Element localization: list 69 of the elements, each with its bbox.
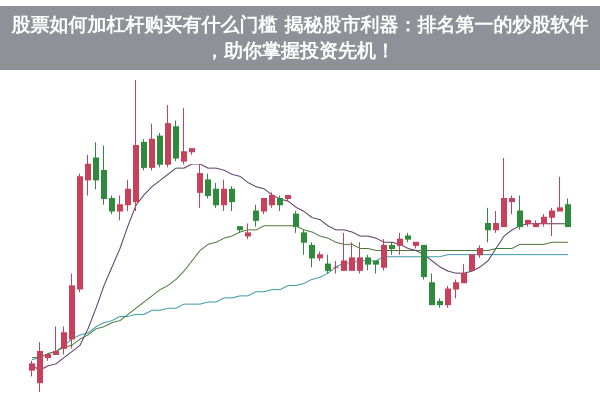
candlestick	[493, 210, 499, 234]
candlestick	[285, 194, 291, 202]
candlestick	[317, 251, 323, 262]
candlestick	[525, 220, 531, 228]
candlestick	[469, 254, 475, 271]
chart-title: 股票如何加杠杆购买有什么门槛 揭秘股市利器：排名第一的炒股软件，助你掌握投资先机！	[10, 14, 588, 62]
candlestick	[93, 142, 99, 190]
candlestick	[213, 182, 219, 208]
candlestick	[413, 242, 419, 249]
candlestick	[565, 198, 571, 228]
candlestick	[29, 360, 35, 377]
candlestick	[373, 260, 379, 274]
candlestick	[221, 179, 227, 212]
candlestick	[149, 123, 155, 171]
candlestick	[333, 260, 339, 274]
candlestick	[541, 214, 547, 228]
candlestick	[181, 108, 187, 165]
candlestick	[173, 120, 179, 162]
candlestick	[245, 223, 251, 240]
candlestick	[341, 232, 347, 271]
candlestick	[429, 272, 435, 306]
candlestick	[309, 242, 315, 268]
candlestick	[453, 279, 459, 299]
candlestick	[45, 354, 51, 362]
candlestick	[205, 173, 211, 200]
candlestick	[501, 158, 507, 228]
candlestick	[445, 285, 451, 308]
candlestick	[237, 226, 243, 234]
candlestick	[37, 342, 43, 392]
candlestick	[229, 186, 235, 212]
candlestick	[189, 148, 195, 156]
candlestick	[261, 198, 267, 215]
candlestick	[157, 132, 163, 168]
candlestick	[549, 207, 555, 236]
candlestick	[85, 154, 91, 196]
candlestick	[517, 194, 523, 230]
candlestick	[165, 104, 171, 168]
candlestick	[117, 194, 123, 221]
candlestick	[557, 176, 563, 212]
candlestick	[277, 194, 283, 212]
candlestick	[101, 145, 107, 206]
candlestick	[381, 238, 387, 271]
candlestick	[533, 220, 539, 228]
candlestick	[389, 242, 395, 256]
candlestick	[293, 210, 299, 234]
candlestick	[349, 242, 355, 271]
candlestick	[437, 298, 443, 308]
candlestick	[485, 207, 491, 243]
candlestick	[125, 179, 131, 212]
candlestick	[133, 80, 139, 212]
candlestick	[509, 194, 515, 215]
candlestick	[269, 192, 275, 208]
candlestick	[405, 232, 411, 243]
candlestick	[197, 164, 203, 208]
candlestick	[397, 232, 403, 256]
candlestick	[53, 326, 59, 356]
candlestick	[461, 264, 467, 284]
candlestick	[141, 138, 147, 171]
candlestick	[109, 194, 115, 215]
candlestick	[365, 254, 371, 271]
candlestick	[301, 229, 307, 256]
candlestick	[357, 242, 363, 274]
candlestick	[69, 272, 75, 349]
candlestick	[77, 173, 83, 293]
candlestick	[477, 244, 483, 258]
candlestick	[421, 244, 427, 280]
candlestick	[61, 326, 67, 356]
candlestick	[253, 204, 259, 228]
candlestick	[325, 254, 331, 274]
